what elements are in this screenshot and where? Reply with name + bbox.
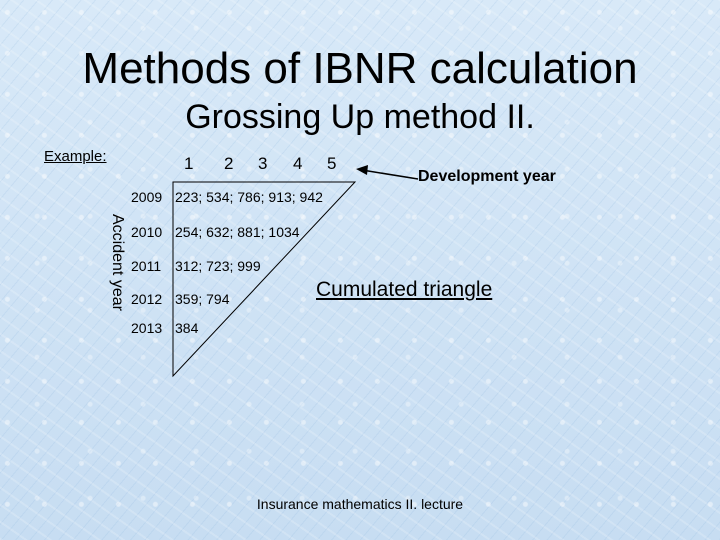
row-values-2011: 312; 723; 999 bbox=[175, 258, 261, 274]
row-year-2009: 2009 bbox=[131, 189, 163, 205]
row-values-2009: 223; 534; 786; 913; 942 bbox=[175, 189, 323, 205]
row-year-2011: 2011 bbox=[131, 258, 162, 274]
page-subtitle: Grossing Up method II. bbox=[185, 98, 535, 136]
accident-year-label: Accident year bbox=[109, 214, 126, 311]
development-year-label: Development year bbox=[418, 168, 556, 185]
row-values-2012: 359; 794 bbox=[175, 291, 230, 307]
cumulated-triangle-label: Cumulated triangle bbox=[316, 278, 493, 301]
cumulated-triangle-shape bbox=[172, 181, 357, 378]
dev-year-3: 3 bbox=[258, 154, 268, 173]
row-year-2013: 2013 bbox=[131, 320, 163, 336]
dev-year-5: 5 bbox=[327, 154, 337, 173]
row-year-2010: 2010 bbox=[131, 224, 163, 240]
footer-text: Insurance mathematics II. lecture bbox=[256, 496, 464, 512]
row-values-2013: 384 bbox=[175, 320, 199, 336]
dev-year-4: 4 bbox=[293, 154, 303, 173]
dev-year-1: 1 bbox=[184, 154, 194, 173]
page-title: Methods of IBNR calculation bbox=[82, 44, 638, 93]
dev-year-2: 2 bbox=[224, 154, 234, 173]
row-year-2012: 2012 bbox=[131, 291, 163, 307]
example-label: Example: bbox=[44, 148, 107, 165]
arrow-line bbox=[361, 169, 419, 180]
row-values-2010: 254; 632; 881; 1034 bbox=[175, 224, 300, 240]
arrow-head-icon bbox=[356, 165, 368, 175]
